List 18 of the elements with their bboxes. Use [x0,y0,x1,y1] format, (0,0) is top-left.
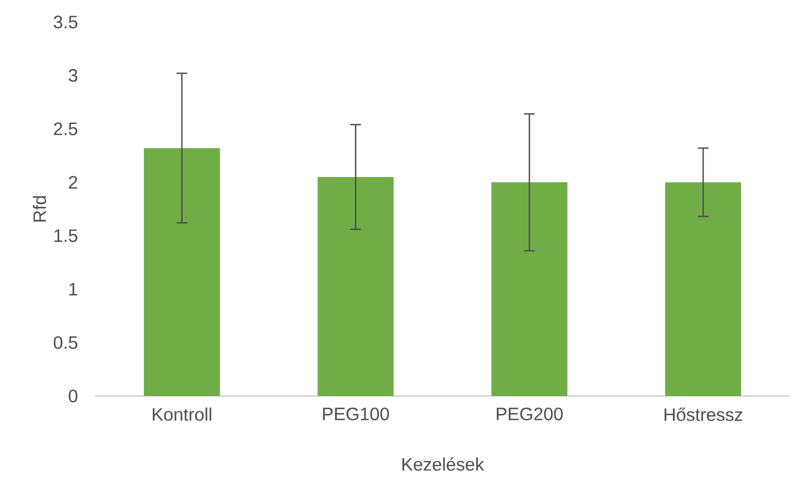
y-tick-label: 0 [68,390,78,402]
y-tick-label: 3.5 [54,16,78,28]
x-tick-label: Kontroll [152,408,212,421]
x-tick-label: PEG100 [323,408,389,420]
bar [318,176,394,396]
bar [144,148,220,396]
y-axis-title: Rfd [32,196,46,222]
x-tick-label: Hőstressz [664,408,742,422]
y-tick-label: 0.5 [54,336,78,349]
bar [491,182,568,396]
y-tick-label: 2 [68,176,78,189]
y-tick-label: 1.5 [54,229,78,242]
y-tick-label: 1 [69,282,78,296]
y-tick-label: 3 [68,69,78,82]
bar [665,182,742,396]
x-axis-title: Kezelések [402,457,484,471]
x-tick-label: PEG200 [496,408,563,420]
y-tick-label: 2.5 [54,122,78,136]
